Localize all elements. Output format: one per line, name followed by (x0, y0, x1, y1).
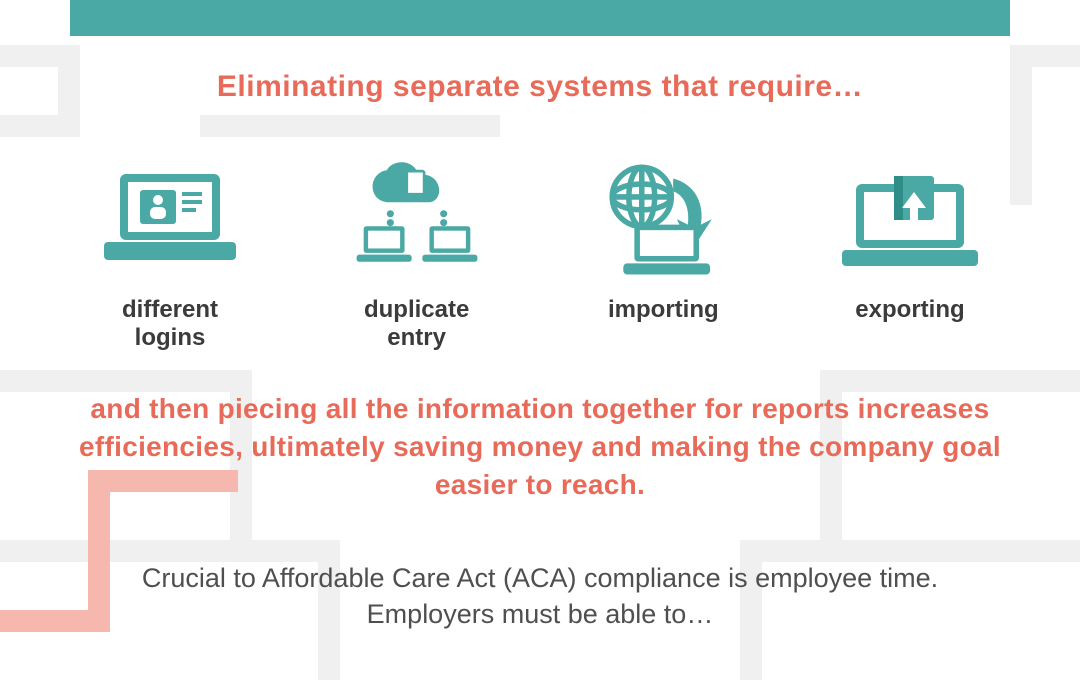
header-bar (70, 0, 1010, 36)
icon-label: differentlogins (122, 296, 218, 351)
mid-paragraph: and then piecing all the information tog… (60, 390, 1020, 503)
globe-import-icon (573, 150, 753, 290)
laptop-user-icon (80, 150, 260, 290)
icon-label: importing (608, 296, 719, 324)
icon-label: exporting (855, 296, 964, 324)
icon-importing: importing (563, 150, 763, 324)
icon-exporting: exporting (810, 150, 1010, 324)
icon-different-logins: differentlogins (70, 150, 270, 351)
cloud-sync-laptops-icon (327, 150, 507, 290)
laptop-upload-icon (820, 150, 1000, 290)
heading: Eliminating separate systems that requir… (0, 70, 1080, 104)
icon-label: duplicateentry (364, 296, 469, 351)
foot-paragraph: Crucial to Affordable Care Act (ACA) com… (110, 560, 970, 633)
icon-row: differentlogins (70, 150, 1010, 351)
icon-duplicate-entry: duplicateentry (317, 150, 517, 351)
